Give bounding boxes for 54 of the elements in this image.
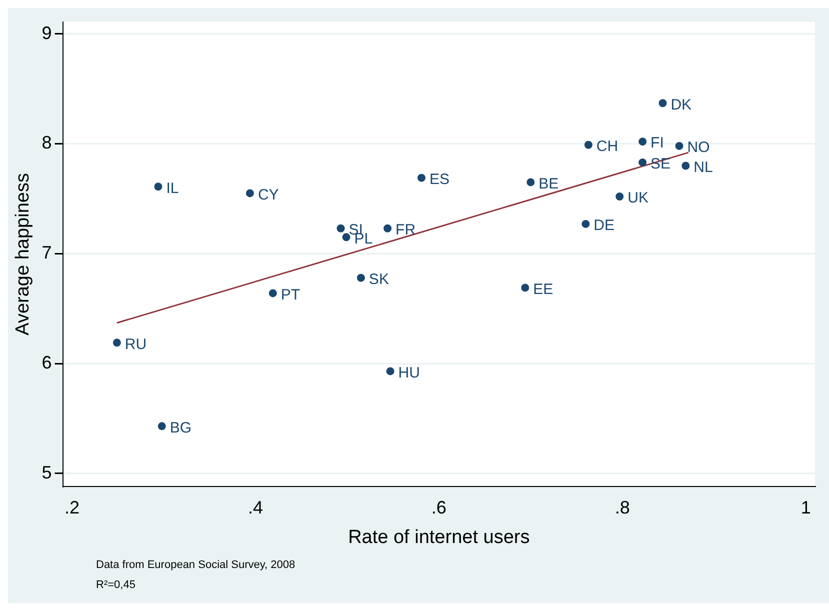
- text: R²=0,45: [96, 578, 136, 593]
- x-axis-title: Rate of internet users: [348, 526, 530, 548]
- annotation: SK: [368, 270, 389, 288]
- point: [246, 189, 254, 198]
- annotation: CH: [596, 138, 618, 156]
- annotation: NO: [687, 139, 710, 156]
- annotation: BE: [538, 175, 559, 192]
- annotation: FR: [396, 222, 416, 239]
- annotation: CY: [258, 186, 279, 204]
- point: [384, 224, 392, 232]
- point: [658, 99, 667, 108]
- point: [616, 192, 624, 201]
- point: [356, 274, 365, 282]
- point: [582, 220, 590, 228]
- annotation: EE: [533, 280, 554, 298]
- point: [675, 142, 684, 150]
- point: [682, 162, 690, 170]
- annotation: IL: [166, 180, 179, 197]
- x-tick-label: .6: [431, 497, 446, 518]
- annotation: NL: [694, 158, 713, 176]
- y-axis-title: Average happiness: [12, 173, 34, 336]
- annotation: PT: [280, 286, 300, 304]
- point: [386, 367, 394, 376]
- annotation: RU: [124, 336, 147, 353]
- annotation: ES: [429, 170, 450, 188]
- point: [584, 140, 592, 149]
- x-tick-label: .2: [64, 497, 80, 518]
- point: [342, 233, 350, 242]
- y-tick-label: 7: [42, 242, 52, 263]
- point: [154, 182, 162, 191]
- annotation: HU: [398, 364, 420, 382]
- point: [112, 338, 121, 347]
- point: [638, 158, 647, 166]
- point: [336, 224, 345, 232]
- annotation: UK: [628, 190, 648, 207]
- annotation: DE: [594, 217, 615, 234]
- text: Data from European Social Survey, 2008: [96, 558, 296, 573]
- y-tick-label: 5: [42, 462, 52, 482]
- annotation: FI: [650, 134, 664, 152]
- x-tick-label: .4: [248, 497, 263, 518]
- point: [638, 138, 647, 146]
- annotation: DK: [670, 96, 692, 114]
- point: [526, 178, 535, 186]
- y-tick-label: 6: [42, 352, 52, 372]
- x-tick-label: .8: [614, 497, 630, 518]
- point: [268, 289, 277, 298]
- point: [521, 284, 530, 292]
- point: [417, 174, 426, 182]
- y-tick-label: 8: [42, 132, 52, 153]
- y-tick-label: 9: [42, 22, 52, 43]
- annotation: SE: [650, 156, 671, 173]
- annotation: BG: [170, 419, 192, 436]
- point: [158, 422, 166, 430]
- x-tick-label: 1: [800, 497, 811, 518]
